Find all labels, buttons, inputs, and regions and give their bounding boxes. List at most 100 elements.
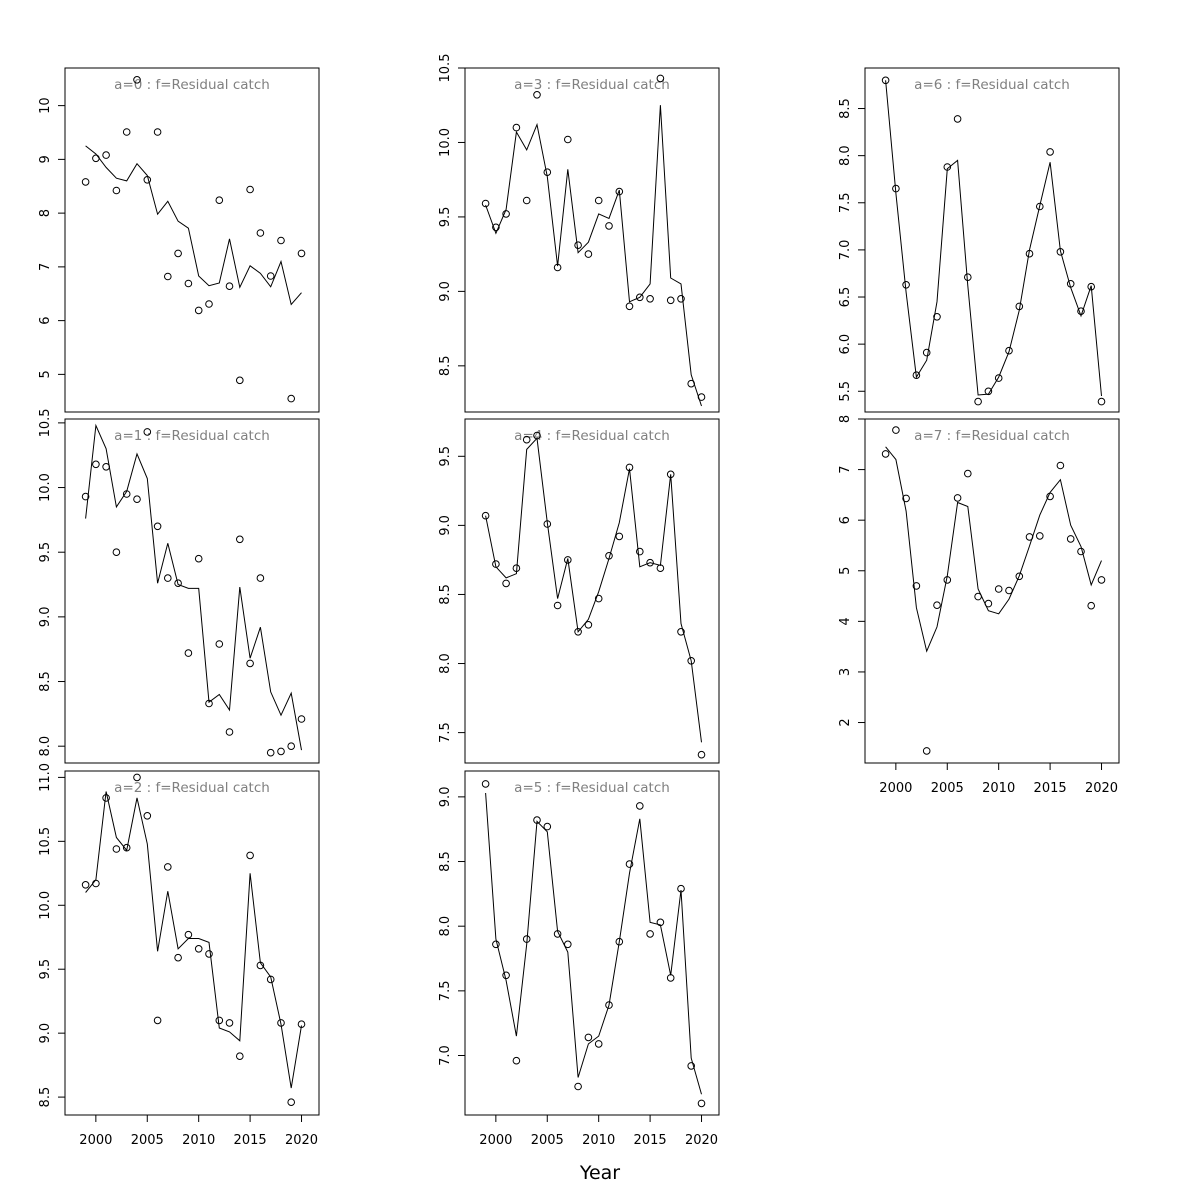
data-point (543, 520, 552, 528)
data-point (912, 371, 921, 380)
data-point (143, 176, 152, 184)
y-tick-label: 11.0 (38, 763, 53, 792)
panel-title: a=6 : f=Residual catch (914, 77, 1070, 93)
data-point (194, 554, 203, 563)
y-tick-label: 10.0 (438, 128, 453, 157)
data-point (636, 547, 644, 556)
data-point (277, 236, 285, 245)
x-tick-label: 2020 (685, 1133, 718, 1148)
panel-title: a=2 : f=Residual catch (114, 780, 270, 796)
data-point (122, 128, 131, 136)
y-tick-label: 9.0 (438, 515, 453, 536)
data-point (215, 640, 224, 648)
data-point (953, 494, 962, 502)
panel-title: a=7 : f=Residual catch (914, 428, 1070, 444)
data-point (625, 463, 634, 472)
data-point (943, 163, 952, 171)
panel-title: a=1 : f=Residual catch (114, 428, 270, 444)
data-point (143, 812, 152, 820)
data-point (1036, 202, 1044, 211)
data-point (594, 594, 603, 603)
data-point (256, 961, 265, 970)
fitted-line (485, 792, 702, 1095)
data-point (636, 802, 644, 810)
data-point (994, 374, 1003, 382)
panel-a0: a=0 : f=Residual catch 5 6 7 8 9 10 (38, 67, 320, 413)
data-point (205, 300, 213, 308)
data-point (236, 376, 244, 385)
y-tick-label: 9.5 (38, 542, 53, 563)
data-point (297, 249, 306, 258)
y-tick-label: 3 (838, 668, 853, 676)
data-point (615, 187, 624, 196)
data-point (881, 76, 890, 85)
data-point (266, 272, 275, 280)
data-point (953, 115, 962, 123)
data-point (81, 178, 90, 186)
panel-frame (464, 418, 720, 764)
data-point (677, 628, 685, 636)
data-point (492, 560, 500, 568)
data-point (1087, 601, 1095, 610)
y-tick-label: 10.0 (38, 891, 53, 920)
data-point (574, 241, 582, 249)
data-point (656, 918, 665, 927)
data-point (102, 463, 110, 471)
y-tick-label: 7 (38, 263, 53, 271)
data-point (677, 884, 685, 893)
data-point (102, 151, 110, 159)
data-point (1056, 461, 1065, 470)
data-point (1005, 586, 1013, 595)
data-point (1046, 492, 1054, 501)
data-point (174, 249, 182, 258)
fitted-line (85, 791, 302, 1089)
data-point (615, 937, 624, 946)
data-point (984, 387, 993, 396)
fitted-line (85, 423, 302, 751)
data-point (553, 601, 562, 610)
data-point (881, 450, 890, 458)
data-point (164, 574, 172, 582)
panel-a5: a=5 : f=Residual catch 7.0 7.5 8.0 8.5 9.0 200… (438, 770, 720, 1148)
y-tick-label: 9.0 (38, 607, 53, 628)
y-tick-label: 7.5 (838, 192, 853, 213)
data-point (512, 564, 521, 573)
data-point (697, 1099, 706, 1108)
data-point (646, 930, 654, 938)
data-point (236, 1052, 244, 1060)
x-tick-label: 2020 (285, 1133, 318, 1148)
data-point (153, 128, 162, 136)
y-tick-label: 10.5 (438, 54, 453, 83)
data-point (481, 199, 490, 208)
data-point (902, 494, 910, 503)
data-point (225, 728, 234, 736)
data-point (994, 585, 1003, 593)
data-point (1005, 346, 1013, 355)
data-point (564, 556, 572, 564)
panel-a3: a=3 : f=Residual catch 8.5 9.0 9.5 10.0 10.5 (438, 54, 720, 413)
x-axis-label: Year (579, 1162, 620, 1184)
panel-a1: a=1 : f=Residual catch 8.0 8.5 9.0 9.5 10.0 10… (38, 408, 320, 764)
data-point (287, 1098, 296, 1106)
data-point (112, 186, 121, 195)
data-point (297, 1020, 306, 1028)
data-point (922, 348, 931, 357)
y-tick-label: 10.0 (38, 473, 53, 502)
y-tick-label: 9.5 (38, 959, 53, 980)
data-point (246, 851, 254, 860)
data-point (236, 535, 244, 544)
data-point (605, 222, 613, 230)
data-point (153, 522, 162, 531)
data-point (512, 123, 521, 132)
y-tick-label: 7.5 (438, 981, 453, 1002)
data-point (594, 1040, 603, 1048)
data-point (933, 601, 941, 610)
panel-frame (64, 67, 320, 413)
data-point (153, 1016, 162, 1025)
y-tick-label: 8.5 (838, 98, 853, 119)
x-tick-label: 2000 (79, 1133, 112, 1148)
data-point (1087, 282, 1095, 291)
data-point (974, 592, 982, 601)
y-tick-label: 9.0 (38, 1023, 53, 1044)
data-point (133, 773, 141, 782)
